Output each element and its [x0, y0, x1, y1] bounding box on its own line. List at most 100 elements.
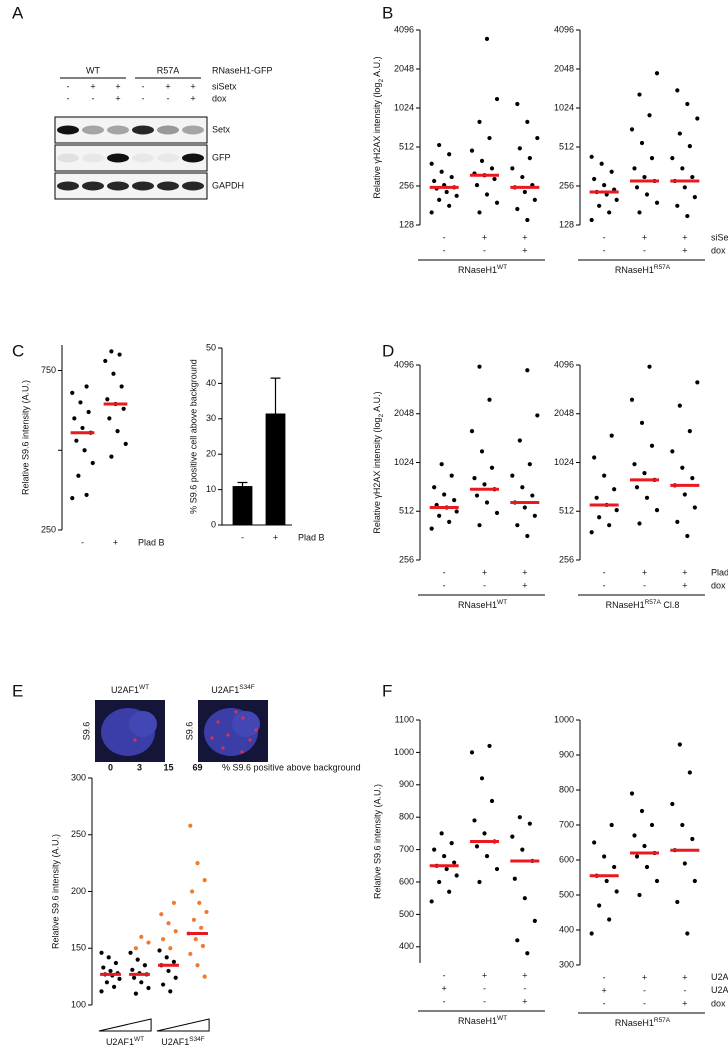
condition-sign: +: [522, 245, 527, 255]
dot: [168, 989, 173, 994]
dot: [489, 465, 495, 470]
condition-sign: +: [682, 232, 687, 242]
dot: [477, 523, 482, 528]
dot: [204, 909, 209, 915]
blot-sign: +: [115, 93, 120, 103]
dot: [695, 116, 700, 121]
y-tick-label: 4096: [394, 24, 414, 34]
dot: [589, 530, 594, 535]
dot: [675, 88, 680, 93]
dot: [654, 878, 660, 884]
dot: [99, 989, 104, 994]
dot: [115, 429, 120, 434]
dot: [527, 156, 532, 161]
dot: [489, 798, 495, 804]
dot: [687, 144, 692, 149]
dot: [188, 823, 193, 828]
condition-sign: -: [443, 996, 446, 1006]
dot: [173, 975, 178, 980]
y-tick-label: 750: [41, 365, 56, 375]
condition-sign: +: [682, 972, 687, 982]
dot: [535, 413, 540, 418]
dot: [482, 831, 487, 836]
group-label: RNaseH1R57A Cl.8: [606, 599, 680, 610]
dot: [654, 200, 660, 205]
dot: [525, 217, 530, 223]
blot-box: [54, 144, 208, 172]
dot: [429, 899, 434, 904]
panel-letter: E: [12, 681, 23, 700]
dot: [527, 821, 532, 826]
dot: [444, 189, 449, 195]
dot: [675, 203, 680, 208]
y-tick-label: 300: [71, 772, 86, 782]
condition-sign: +: [522, 567, 527, 577]
dot: [589, 931, 594, 936]
dot: [109, 349, 114, 354]
y-tick-label: 512: [399, 506, 414, 516]
blot-band: [82, 153, 104, 163]
dot: [104, 980, 110, 985]
blot-band: [132, 125, 154, 135]
dot: [494, 510, 500, 516]
condition-sign: -: [643, 985, 646, 995]
dot: [166, 968, 171, 974]
dot: [690, 836, 695, 842]
foci: [240, 750, 244, 754]
y-tick-label: 1024: [554, 102, 574, 112]
blot-band: [157, 125, 179, 135]
dot: [609, 169, 614, 174]
dot: [86, 409, 91, 415]
dot: [609, 433, 614, 438]
blot-sign: +: [190, 93, 195, 103]
blot-sign: +: [115, 81, 120, 91]
dot: [637, 892, 642, 898]
x-group-label: U2AF1WT: [106, 1036, 144, 1047]
x-group-label-text: U2AF1: [106, 1037, 134, 1047]
dot: [432, 847, 437, 852]
blot-sign: +: [90, 81, 95, 91]
y-tick-label: 0: [211, 519, 216, 529]
dot: [494, 866, 500, 872]
dot: [202, 974, 207, 979]
dot: [432, 178, 437, 184]
condition-sign: +: [522, 970, 527, 980]
y-tick-label: 150: [71, 943, 86, 953]
dot: [670, 156, 675, 161]
dot: [121, 406, 126, 411]
y-axis-label-sub: 2: [378, 414, 385, 418]
dot: [677, 403, 682, 408]
y-axis-label: Relative S9.6 intensity (A.U.): [20, 380, 30, 495]
dot: [146, 985, 151, 991]
dot: [437, 513, 442, 518]
y-tick-label: 800: [559, 784, 574, 794]
dot: [517, 438, 522, 443]
dot: [527, 462, 532, 467]
dot: [454, 509, 459, 514]
condition-sign: +: [682, 580, 687, 590]
group-label: RNaseH1WT: [458, 1015, 507, 1026]
dot: [677, 131, 682, 136]
dot: [680, 465, 685, 470]
y-tick-label: 512: [559, 141, 574, 151]
group-label-sup: WT: [497, 264, 507, 271]
dot: [607, 210, 612, 215]
dot: [474, 493, 480, 498]
y-axis-label: % S9.6 positive cell above background: [188, 359, 198, 514]
condition-sign: -: [443, 232, 446, 242]
condition-sign: -: [603, 245, 606, 255]
dot: [447, 203, 452, 208]
dot: [692, 878, 697, 884]
dot: [84, 384, 89, 389]
group-label-text: RNaseH1: [615, 265, 654, 275]
dot: [609, 822, 614, 828]
dot: [649, 443, 655, 448]
dot: [195, 861, 200, 866]
top-label: 69: [192, 762, 202, 772]
dot: [439, 462, 444, 467]
y-tick-label: 50: [206, 342, 216, 352]
dot: [82, 448, 87, 453]
dot: [682, 185, 687, 190]
dot: [166, 921, 171, 926]
